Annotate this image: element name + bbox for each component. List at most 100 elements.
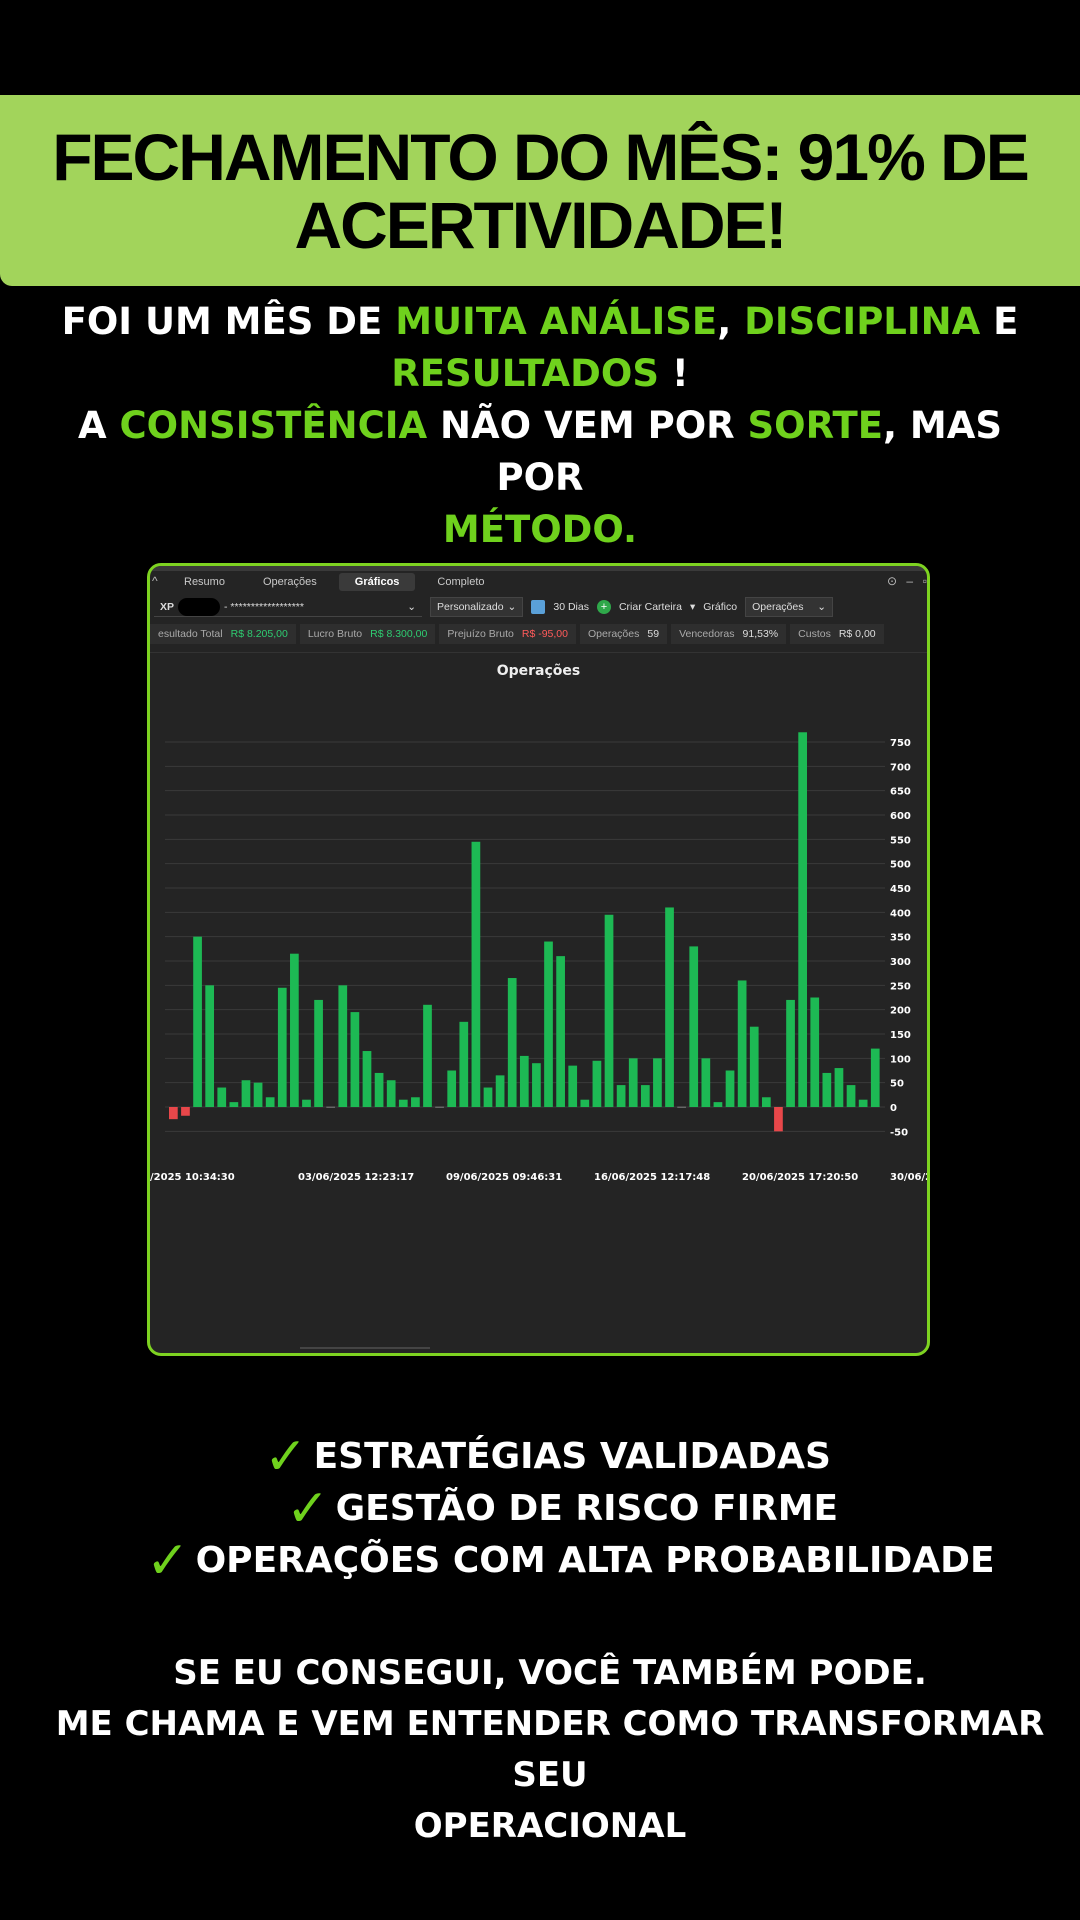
chart-bar[interactable]: [568, 1065, 578, 1107]
chart-bar[interactable]: [217, 1087, 227, 1107]
stat-label: Lucro Bruto: [307, 628, 363, 640]
x-tick-label: 30/06/2025 16:53:: [890, 1172, 927, 1183]
create-portfolio-button[interactable]: Criar Carteira: [618, 601, 682, 613]
x-tick-label: 09/06/2025 09:46:31: [446, 1172, 562, 1183]
chart-bar[interactable]: [326, 1106, 336, 1109]
chart-bar[interactable]: [229, 1102, 239, 1107]
chart-bar[interactable]: [858, 1099, 868, 1107]
y-tick-label: 600: [890, 811, 911, 822]
chevron-down-icon: ⌄: [507, 601, 517, 613]
redacted-account: [178, 597, 221, 616]
chart-bar[interactable]: [193, 936, 202, 1107]
chart-bar[interactable]: [592, 1060, 602, 1107]
x-tick-label: 16/06/2025 12:17:48: [594, 1172, 710, 1183]
chart-bar[interactable]: [556, 956, 565, 1107]
period-mode-select[interactable]: Personalizado ⌄: [430, 597, 524, 617]
y-tick-label: 300: [890, 957, 911, 968]
chart-bar[interactable]: [507, 978, 517, 1107]
headline-line-2: ACERTIVIDADE!: [294, 187, 787, 262]
stat-label: esultado Total: [158, 628, 223, 640]
chart-bar[interactable]: [362, 1051, 372, 1107]
chart-bar[interactable]: [386, 1080, 396, 1107]
chart-bar[interactable]: [423, 1004, 432, 1107]
more-options-icon[interactable]: ⊙: [886, 574, 897, 588]
chart-bar[interactable]: [737, 980, 747, 1107]
chart-bar[interactable]: [677, 1106, 686, 1109]
account-select[interactable]: XP - ****************** ⌄: [154, 597, 422, 617]
chart-bar[interactable]: [435, 1106, 444, 1109]
tab-completo[interactable]: Completo: [437, 576, 485, 588]
chart-bar[interactable]: [338, 985, 348, 1107]
chart-bar[interactable]: [205, 985, 215, 1107]
stat-lucro-bruto: Lucro Bruto R$ 8.300,00: [299, 624, 436, 644]
chart-bar[interactable]: [374, 1072, 384, 1107]
dropdown-caret-icon[interactable]: ▾: [689, 601, 696, 613]
check-icon: ✓: [286, 1478, 330, 1539]
chart-bar[interactable]: [749, 1026, 759, 1107]
chart-bar[interactable]: [302, 1099, 311, 1107]
chart-scrollbar[interactable]: [300, 1347, 430, 1349]
chart-bar[interactable]: [822, 1072, 832, 1107]
call-to-action: SE EU CONSEGUI, VOCÊ TAMBÉM PODE. ME CHA…: [20, 1648, 1080, 1852]
window-top-strip: [150, 566, 927, 571]
chart-bar[interactable]: [701, 1058, 711, 1107]
chevron-down-icon: ⌄: [817, 601, 827, 613]
chart-bar[interactable]: [640, 1085, 650, 1107]
add-portfolio-icon[interactable]: +: [596, 600, 611, 614]
chart-bar[interactable]: [471, 841, 481, 1107]
intro-text-segment: NÃO VEM POR: [427, 404, 748, 447]
chart-bar[interactable]: [314, 999, 323, 1107]
calendar-icon[interactable]: [531, 600, 546, 614]
chart-bar[interactable]: [169, 1107, 178, 1120]
intro-line-1: FOI UM MÊS DE MUITA ANÁLISE, DISCIPLINA …: [40, 296, 1040, 348]
chart-bar[interactable]: [483, 1087, 493, 1107]
chart-bar[interactable]: [689, 946, 699, 1107]
y-tick-label: 500: [890, 860, 911, 871]
chart-bar[interactable]: [265, 1097, 275, 1107]
chart-bar[interactable]: [713, 1102, 723, 1107]
chart-bar[interactable]: [774, 1107, 783, 1132]
chart-bar[interactable]: [411, 1097, 420, 1107]
checklist-item: ✓ GESTÃO DE RISCO FIRME: [286, 1478, 838, 1539]
intro-text-segment: !: [658, 352, 689, 395]
chart-bar[interactable]: [495, 1075, 505, 1107]
chart-bar[interactable]: [519, 1055, 529, 1107]
stat-prejuizo-bruto: Prejuízo Bruto R$ -95,00: [439, 624, 576, 644]
collapse-icon[interactable]: ^: [152, 574, 158, 588]
tab-graficos[interactable]: Gráficos: [338, 573, 416, 591]
chart-bar[interactable]: [398, 1099, 408, 1107]
chart-bar[interactable]: [544, 941, 553, 1107]
chart-bar[interactable]: [786, 999, 795, 1107]
chart-bar[interactable]: [277, 987, 287, 1107]
chart-bar[interactable]: [798, 732, 808, 1107]
chart-bar[interactable]: [241, 1080, 251, 1107]
chart-bar[interactable]: [846, 1085, 856, 1107]
chart-bar[interactable]: [580, 1099, 590, 1107]
tab-operacoes[interactable]: Operações: [262, 576, 317, 588]
chart-bar[interactable]: [604, 914, 614, 1107]
chart-bar[interactable]: [447, 1070, 457, 1108]
chart-bar[interactable]: [253, 1082, 263, 1107]
chart-type-select[interactable]: Operações ⌄: [745, 597, 834, 617]
chart-bar[interactable]: [761, 1097, 771, 1107]
chart-bar[interactable]: [616, 1085, 626, 1107]
minimize-icon[interactable]: –: [906, 574, 913, 588]
y-tick-label: 750: [890, 738, 911, 749]
chart-bar[interactable]: [834, 1068, 844, 1107]
chart-bar[interactable]: [870, 1048, 880, 1107]
chart-bar[interactable]: [810, 997, 820, 1108]
chart-bar[interactable]: [665, 907, 674, 1107]
chart-bar[interactable]: [628, 1058, 638, 1107]
chart-bar[interactable]: [350, 1012, 360, 1107]
intro-text-segment: ,: [717, 300, 745, 343]
close-icon[interactable]: ▫: [922, 574, 927, 588]
chart-bar[interactable]: [725, 1070, 735, 1108]
chart-bar[interactable]: [459, 1021, 469, 1107]
chart-bar[interactable]: [181, 1107, 190, 1116]
intro-text: FOI UM MÊS DE MUITA ANÁLISE, DISCIPLINA …: [40, 296, 1040, 556]
tab-resumo[interactable]: Resumo: [184, 576, 225, 588]
chart-bar[interactable]: [290, 953, 299, 1107]
chart-bar[interactable]: [532, 1063, 541, 1107]
chart-bar[interactable]: [653, 1058, 662, 1107]
days-range[interactable]: 30 Dias: [553, 601, 589, 613]
